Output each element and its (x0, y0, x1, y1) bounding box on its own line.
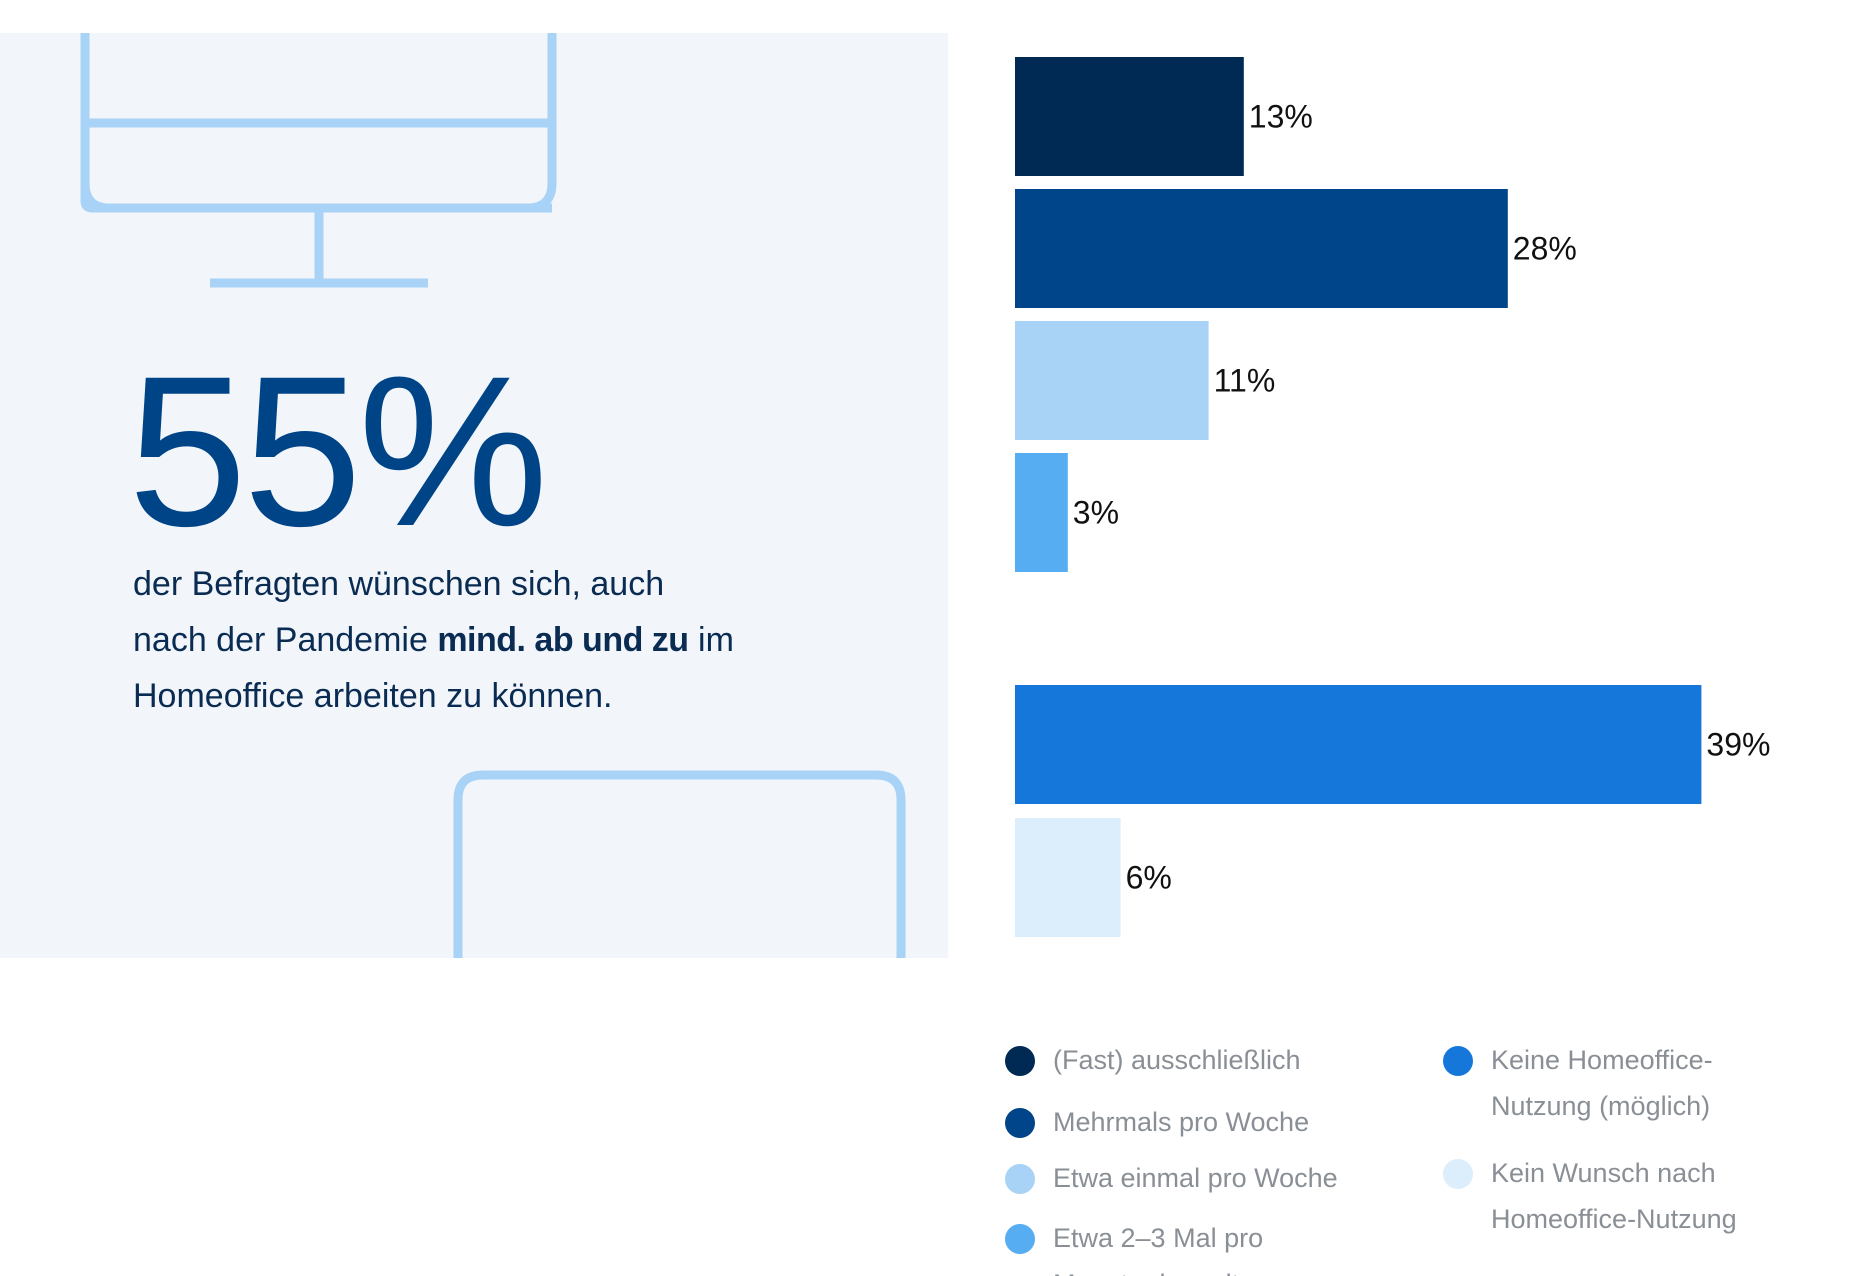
bar-6 (1015, 818, 1121, 937)
legend-label-line-1: Keine Homeoffice- (1491, 1045, 1713, 1075)
legend-item-6: Kein Wunsch nach Homeoffice-Nutzung (1443, 1156, 1737, 1242)
tablet-icon (453, 770, 906, 958)
legend-swatch-1 (1005, 1046, 1035, 1076)
monitor-icon (80, 33, 557, 288)
headline-percentage: 55% (128, 332, 548, 571)
bar-value-label-1: 13% (1249, 99, 1313, 135)
legend-label-line-1: Kein Wunsch nach (1491, 1158, 1716, 1188)
bar-value-label-6: 6% (1126, 860, 1172, 896)
legend-label-line-1: Etwa 2–3 Mal pro (1053, 1223, 1264, 1253)
legend-item-4: Etwa 2–3 Mal pro Monat oder seltener (1005, 1221, 1293, 1276)
headline-line-2-pre: nach der Pandemie (133, 621, 438, 659)
legend-label-3: Etwa einmal pro Woche (1053, 1155, 1338, 1201)
bar-3 (1015, 321, 1209, 440)
bar-value-label-4: 3% (1073, 495, 1119, 531)
legend-label-line-1: (Fast) ausschließlich (1053, 1045, 1301, 1075)
bar-5 (1015, 685, 1702, 804)
legend-label-5: Keine Homeoffice- Nutzung (möglich) (1491, 1037, 1713, 1129)
decoration-layer (80, 33, 906, 958)
legend-label-1: (Fast) ausschließlich (1053, 1037, 1301, 1083)
legend-swatch-5 (1443, 1046, 1473, 1076)
bar-value-label-3: 11% (1214, 363, 1276, 399)
headline-line-3: Homeoffice arbeiten zu können. (133, 677, 613, 715)
legend-label-line-2: Homeoffice-Nutzung (1491, 1204, 1737, 1234)
legend-label-2: Mehrmals pro Woche (1053, 1099, 1309, 1145)
legend-item-3: Etwa einmal pro Woche (1005, 1161, 1338, 1201)
headline-line-2-post: im (688, 621, 734, 659)
bar-value-label-2: 28% (1513, 231, 1577, 267)
legend-label-6: Kein Wunsch nach Homeoffice-Nutzung (1491, 1150, 1737, 1242)
legend-item-2: Mehrmals pro Woche (1005, 1105, 1309, 1145)
bar-4 (1015, 453, 1068, 572)
legend-label-line-2: Monat oder seltener (1053, 1269, 1293, 1276)
legend-swatch-6 (1443, 1159, 1473, 1189)
headline-line-1: der Befragten wünschen sich, auch (133, 565, 665, 603)
headline-emphasis: mind. ab und zu (437, 621, 689, 659)
legend-item-1: (Fast) ausschließlich (1005, 1043, 1301, 1083)
bar-2 (1015, 189, 1508, 308)
legend-label-line-1: Mehrmals pro Woche (1053, 1107, 1310, 1137)
legend-item-5: Keine Homeoffice- Nutzung (möglich) (1443, 1043, 1713, 1129)
summary-panel: 55% der Befragten wünschen sich, auch na… (0, 33, 948, 958)
legend-label-line-1: Etwa einmal pro Woche (1053, 1163, 1338, 1193)
legend-swatch-3 (1005, 1164, 1035, 1194)
legend-label-4: Etwa 2–3 Mal pro Monat oder seltener (1053, 1215, 1293, 1276)
bar-1 (1015, 57, 1244, 176)
legend-swatch-2 (1005, 1108, 1035, 1138)
bar-value-label-5: 39% (1706, 727, 1770, 763)
headline-text: der Befragten wünschen sich, auch nach d… (133, 556, 813, 724)
legend-swatch-4 (1005, 1224, 1035, 1254)
legend-label-line-2: Nutzung (möglich) (1491, 1091, 1711, 1121)
chart-legend: (Fast) ausschließlich Mehrmals pro Woche E… (1005, 1030, 1825, 1276)
